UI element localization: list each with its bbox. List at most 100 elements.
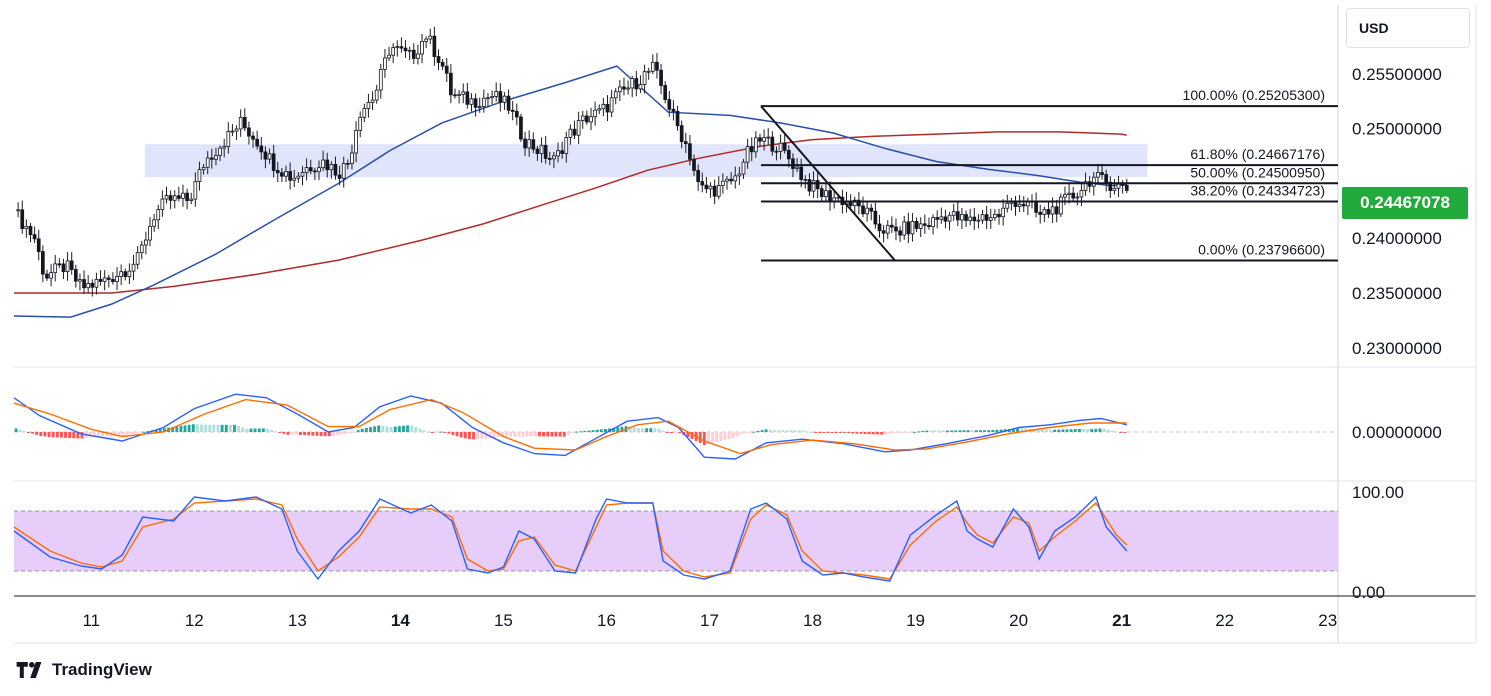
candle[interactable] (69, 252, 74, 275)
candle[interactable] (296, 172, 301, 183)
candle[interactable] (564, 131, 569, 163)
candle[interactable] (778, 134, 783, 160)
candle[interactable] (869, 203, 874, 221)
candle[interactable] (1038, 204, 1043, 224)
candle[interactable] (1112, 179, 1117, 195)
candle[interactable] (692, 154, 696, 176)
candle[interactable] (139, 241, 144, 260)
candle[interactable] (700, 172, 705, 193)
candle[interactable] (65, 252, 70, 281)
candle[interactable] (609, 89, 614, 118)
candle[interactable] (436, 49, 441, 71)
candle[interactable] (807, 173, 812, 196)
candle[interactable] (317, 160, 321, 181)
candle[interactable] (1005, 194, 1010, 213)
candle[interactable] (671, 100, 676, 121)
candle[interactable] (36, 229, 41, 261)
candle[interactable] (597, 104, 602, 115)
candle[interactable] (197, 161, 202, 191)
candle[interactable] (663, 81, 668, 104)
candle[interactable] (585, 110, 589, 125)
candle[interactable] (102, 270, 107, 291)
candle[interactable] (811, 171, 816, 198)
candle[interactable] (461, 83, 466, 104)
candle[interactable] (271, 144, 276, 178)
candle[interactable] (41, 245, 45, 283)
candle[interactable] (708, 182, 713, 198)
candle[interactable] (144, 231, 148, 255)
candle[interactable] (613, 88, 618, 105)
candle[interactable] (642, 64, 647, 94)
candle[interactable] (378, 63, 383, 99)
candle[interactable] (90, 279, 95, 297)
candle[interactable] (749, 137, 754, 162)
candle[interactable] (1017, 195, 1022, 213)
candle[interactable] (580, 110, 585, 129)
candle[interactable] (490, 90, 494, 105)
candle[interactable] (131, 255, 136, 281)
candle[interactable] (469, 93, 474, 112)
candle[interactable] (49, 264, 53, 287)
candle[interactable] (255, 130, 260, 150)
candle[interactable] (939, 207, 944, 224)
candle[interactable] (725, 176, 729, 190)
macd-line[interactable] (13, 393, 1127, 460)
candle[interactable] (498, 83, 503, 112)
candle[interactable] (494, 82, 499, 102)
candle[interactable] (399, 37, 404, 53)
candle[interactable] (473, 93, 478, 117)
candle[interactable] (300, 166, 305, 186)
candle[interactable] (922, 214, 927, 234)
candle[interactable] (185, 188, 189, 210)
candle[interactable] (650, 54, 655, 75)
candle[interactable] (803, 175, 808, 189)
candle[interactable] (601, 98, 606, 117)
candle[interactable] (741, 158, 746, 179)
candle[interactable] (984, 205, 989, 230)
candle[interactable] (465, 82, 470, 109)
candle[interactable] (222, 139, 227, 158)
candle[interactable] (857, 192, 861, 215)
candle[interactable] (824, 183, 828, 203)
candle[interactable] (444, 58, 449, 82)
candle[interactable] (634, 71, 639, 97)
candle[interactable] (292, 169, 297, 188)
candle[interactable] (877, 215, 882, 238)
candle[interactable] (667, 91, 672, 117)
candle[interactable] (815, 172, 820, 199)
candle[interactable] (523, 131, 527, 157)
candle[interactable] (341, 156, 346, 188)
candle[interactable] (362, 103, 367, 123)
candle[interactable] (688, 135, 692, 166)
candle[interactable] (696, 164, 700, 191)
candle[interactable] (24, 219, 29, 238)
candle[interactable] (259, 137, 264, 160)
candle[interactable] (20, 200, 25, 234)
candle[interactable] (73, 264, 78, 288)
candle[interactable] (251, 131, 255, 148)
candle[interactable] (345, 159, 350, 170)
candle[interactable] (370, 91, 375, 111)
candle[interactable] (894, 218, 898, 241)
currency-selector[interactable]: USD (1346, 8, 1470, 48)
candle[interactable] (547, 151, 552, 166)
candle[interactable] (218, 145, 222, 162)
stochastic-k-line[interactable] (13, 495, 1128, 582)
candle[interactable] (119, 264, 123, 286)
candle[interactable] (1124, 178, 1129, 194)
candle[interactable] (313, 167, 317, 181)
candle[interactable] (486, 92, 490, 108)
candle[interactable] (931, 214, 935, 235)
candle[interactable] (226, 122, 231, 154)
candle[interactable] (704, 176, 709, 194)
candle[interactable] (527, 130, 532, 157)
candle[interactable] (214, 147, 218, 166)
candle[interactable] (556, 142, 560, 163)
candle[interactable] (927, 217, 931, 230)
candle[interactable] (1001, 199, 1005, 226)
candle[interactable] (284, 165, 288, 183)
candle[interactable] (762, 129, 766, 151)
candle[interactable] (622, 77, 626, 96)
candle[interactable] (238, 109, 243, 137)
